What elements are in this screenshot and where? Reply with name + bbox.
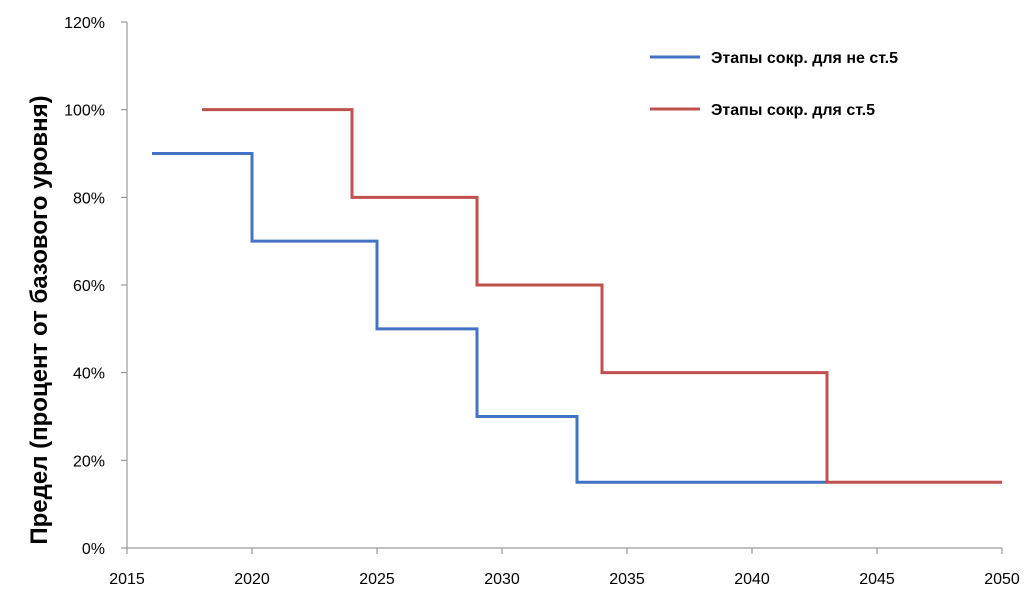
y-axis-title: Предел (процент от базового уровня): [26, 95, 53, 544]
legend-label-1: Этапы сокр. для не ст.5: [711, 50, 898, 67]
x-tick-label: 2020: [234, 571, 270, 588]
y-tick-label: 80%: [73, 190, 105, 207]
y-tick-label: 40%: [73, 366, 105, 383]
y-tick-label: 60%: [73, 278, 105, 295]
y-tick-label: 0%: [82, 541, 105, 558]
y-tick-label: 20%: [73, 453, 105, 470]
x-tick-label: 2025: [359, 571, 395, 588]
series-layer: [152, 108, 1002, 484]
x-tick-label: 2015: [109, 571, 145, 588]
legend: Этапы сокр. для не ст.5 Этапы сокр. для с…: [650, 50, 898, 119]
y-tick-label: 100%: [64, 103, 105, 120]
x-tick-label: 2040: [734, 571, 770, 588]
x-tick-label: 2030: [484, 571, 520, 588]
x-tick-label: 2035: [609, 571, 645, 588]
x-tick-label: 2050: [984, 571, 1020, 588]
x-tick-label: 2045: [859, 571, 895, 588]
series-line-1: [152, 152, 827, 484]
series-line-2: [202, 108, 1002, 484]
axes: 0% 20% 40% 60% 80% 100% 120% 2015 2020 2025 2030 20…: [64, 15, 1020, 588]
y-tick-label: 120%: [64, 15, 105, 32]
legend-label-2: Этапы сокр. для ст.5: [711, 102, 875, 119]
